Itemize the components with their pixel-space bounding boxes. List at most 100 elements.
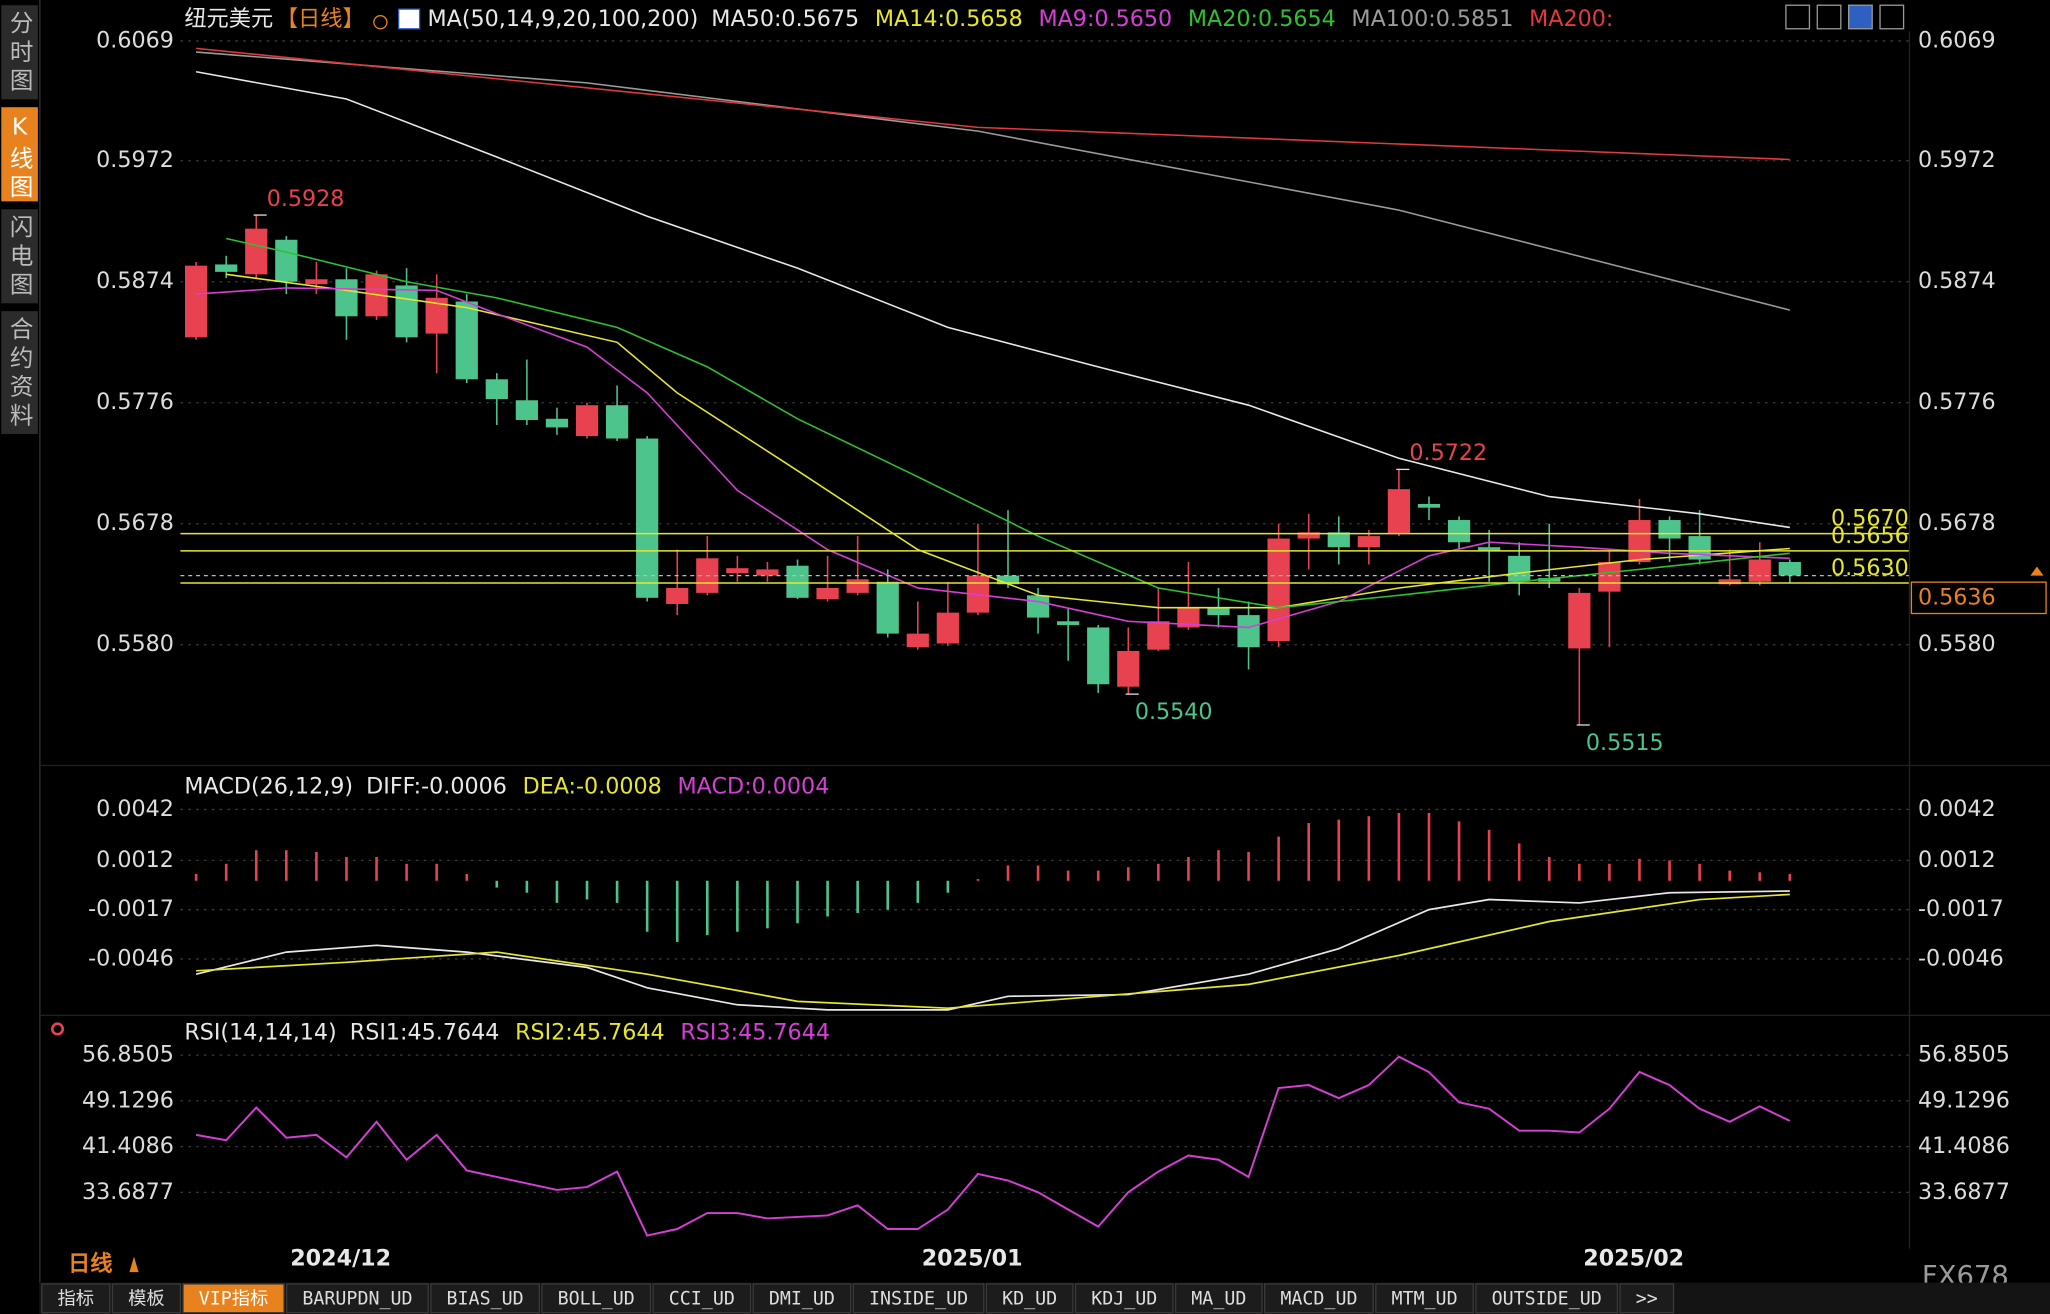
footer-tab-label: INSIDE_UD <box>869 1289 968 1310</box>
candle-body <box>1658 520 1681 539</box>
legend-text: DEA:-0.0008 <box>523 774 662 800</box>
candle-body <box>1117 650 1140 687</box>
candle-body <box>1417 503 1441 508</box>
footer-tab-label: 指标 <box>58 1289 95 1310</box>
candle-body <box>455 301 478 380</box>
footer-tab[interactable]: BIAS_UD <box>430 1283 541 1314</box>
toolbar-icon[interactable] <box>1879 4 1905 30</box>
last-price-label: 0.5636 <box>1918 584 1996 610</box>
footer-tab[interactable]: KDJ_UD <box>1074 1283 1174 1314</box>
candle-body <box>1237 615 1260 648</box>
footer-tab[interactable]: MACD_UD <box>1264 1283 1374 1314</box>
legend-text: MA50:0.5675 <box>711 6 859 32</box>
footer-tab[interactable]: MA_UD <box>1174 1283 1263 1314</box>
footer-tab[interactable]: 指标 <box>41 1283 111 1314</box>
candle-body <box>1628 520 1651 563</box>
legend-text: MA9:0.5650 <box>1038 6 1172 32</box>
footer-tab-label: BIAS_UD <box>447 1289 524 1310</box>
footer-tab[interactable]: 模板 <box>111 1283 182 1314</box>
settings-icon[interactable] <box>50 1022 65 1036</box>
footer-tab[interactable]: VIP指标 <box>182 1283 285 1314</box>
footer-tab[interactable]: >> <box>1619 1283 1675 1314</box>
candle-body <box>1538 578 1561 582</box>
sidebar-tab[interactable]: 闪电图 <box>1 209 38 304</box>
sidebar-tab[interactable]: 分时图 <box>1 5 38 100</box>
footer-tab-label: >> <box>1636 1289 1658 1310</box>
add-icon[interactable] <box>373 15 388 30</box>
footer-tab[interactable]: BARUPDN_UD <box>286 1283 429 1314</box>
candle-body <box>184 265 208 338</box>
toolbar-icon[interactable] <box>1816 4 1842 30</box>
candle-body <box>1177 607 1200 628</box>
footer-tab[interactable]: BOLL_UD <box>541 1283 652 1314</box>
toolbar-icon[interactable] <box>1848 4 1873 30</box>
footer-tab[interactable]: INSIDE_UD <box>852 1283 985 1314</box>
footer-tab-bg <box>1375 1283 1474 1314</box>
legend-text: MACD:0.0004 <box>678 774 830 800</box>
y2-tick-label: 56.8505 <box>1918 1042 2010 1068</box>
extreme-label: 0.5928 <box>267 186 345 212</box>
y-tick-label: 0.6069 <box>96 27 174 53</box>
extreme-label: 0.5540 <box>1135 699 1213 725</box>
y2-tick-label: -0.0017 <box>1918 896 2004 922</box>
sidebar-tab-bg <box>1 5 38 100</box>
candle-body <box>1748 559 1771 582</box>
candle-body <box>1267 538 1290 642</box>
candle-body <box>726 568 749 574</box>
footer-tab[interactable]: CCI_UD <box>652 1283 752 1314</box>
last-price-box <box>1910 581 2047 615</box>
legend-text: RSI(14,14,14) <box>184 1019 336 1045</box>
candle-body <box>1357 536 1380 548</box>
period-selector[interactable]: 日线 <box>68 1250 112 1277</box>
sidebar-tab[interactable]: 合约资料 <box>1 311 38 435</box>
candle-body <box>1087 627 1110 685</box>
sidebar-tab-bg <box>1 209 38 304</box>
footer-tab[interactable]: DMI_UD <box>752 1283 852 1314</box>
sidebar-tab[interactable]: K线图 <box>1 107 38 203</box>
ma-line <box>196 287 1790 629</box>
footer-tab[interactable]: KD_UD <box>985 1283 1074 1314</box>
footer-tab[interactable]: MTM_UD <box>1375 1283 1474 1314</box>
footer-tab-bg <box>1475 1283 1619 1314</box>
y2-tick-label: 0.5874 <box>1918 268 1996 294</box>
candle-body <box>1718 579 1741 585</box>
candle-body <box>515 400 538 421</box>
legend-text: 纽元美元 <box>184 6 273 32</box>
candle-body <box>1147 621 1170 650</box>
price-level-label: 0.5630 <box>1831 555 1909 581</box>
legend-text: MA(50,14,9,20,100,200) <box>427 6 698 32</box>
candle-body <box>1568 592 1591 649</box>
footer-tab-bg <box>286 1283 429 1314</box>
y2-tick-label: 0.5972 <box>1918 147 1996 173</box>
y-tick-label: 0.5874 <box>96 268 174 294</box>
footer-tab-label: KDJ_UD <box>1091 1289 1157 1310</box>
y-tick-label: 0.0012 <box>96 847 174 873</box>
price-level-label: 0.5656 <box>1831 523 1909 549</box>
footer-tab-label: DMI_UD <box>769 1289 835 1310</box>
settings-icon-circle <box>50 1022 65 1036</box>
footer-tab[interactable]: OUTSIDE_UD <box>1475 1283 1619 1314</box>
y-tick-label: 49.1296 <box>82 1087 174 1113</box>
last-price-arrow <box>2030 566 2044 576</box>
y2-tick-label: 0.0042 <box>1918 796 1996 822</box>
footer-tab-label: BARUPDN_UD <box>302 1289 412 1310</box>
indicator-icon[interactable] <box>398 8 421 30</box>
x-tick-label: 2025/02 <box>1583 1246 1684 1272</box>
candle-body <box>305 279 328 285</box>
y2-tick-label: 49.1296 <box>1918 1087 2010 1113</box>
legend-text: MA14:0.5658 <box>875 6 1023 32</box>
candle-body <box>425 297 448 334</box>
toolbar-icon[interactable] <box>1785 4 1811 30</box>
candle-body <box>906 633 929 648</box>
footer-tab-label: VIP指标 <box>199 1289 269 1310</box>
candle-body <box>936 612 959 644</box>
y-tick-label: 41.4086 <box>82 1133 174 1159</box>
ma-line <box>226 237 1790 609</box>
candle-body <box>1327 532 1350 548</box>
candle-body <box>636 438 659 598</box>
y-tick-label: 0.5972 <box>96 147 174 173</box>
y2-tick-label: 0.5678 <box>1918 510 1996 536</box>
